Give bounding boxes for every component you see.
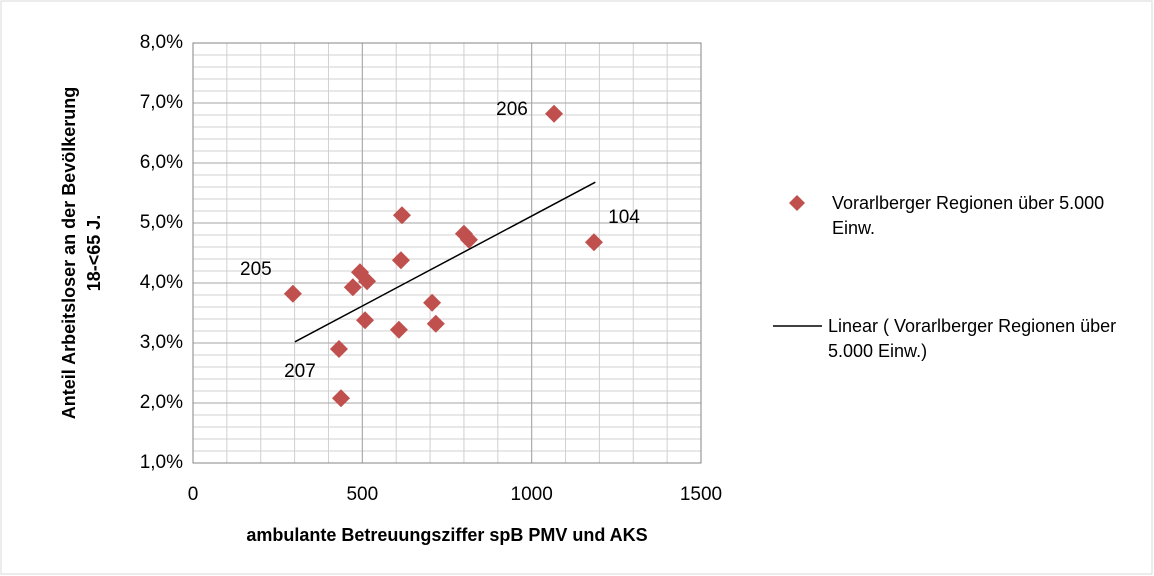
- point: [283, 284, 302, 303]
- y-tick-label: 5,0%: [140, 212, 183, 233]
- legend-label: Linear ( Vorarlberger Regionen über 5.00…: [828, 316, 1117, 361]
- y-axis-title: Anteil Arbeitsloser an der Bevölkerung: [59, 87, 79, 419]
- point: [392, 206, 411, 225]
- point: [391, 251, 410, 270]
- point: [356, 311, 375, 330]
- y-tick-label: 7,0%: [140, 92, 183, 113]
- x-tick-label: 1000: [511, 484, 553, 505]
- trendline: [294, 181, 596, 343]
- y-axis-title: 18-<65 J.: [84, 215, 104, 292]
- point: [331, 389, 350, 408]
- point: [423, 293, 442, 312]
- x-tick-label: 1500: [680, 484, 722, 505]
- point: [343, 278, 362, 297]
- point: [389, 320, 408, 339]
- legend-marker: [789, 195, 805, 211]
- x-tick-label: 500: [346, 484, 378, 505]
- point: [426, 314, 445, 333]
- point-label: 206: [496, 99, 528, 120]
- y-tick-label: 3,0%: [140, 332, 183, 353]
- y-tick-label: 8,0%: [140, 32, 183, 53]
- y-tick-label: 2,0%: [140, 392, 183, 413]
- point-label: 104: [608, 207, 640, 228]
- y-tick-label: 4,0%: [140, 272, 183, 293]
- x-axis-title: ambulante Betreuungsziffer spB PMV und A…: [246, 525, 647, 545]
- legend-label: Vorarlberger Regionen über 5.000 Einw.: [832, 193, 1105, 238]
- point-label: 207: [284, 361, 316, 382]
- point: [460, 230, 479, 249]
- y-tick-label: 6,0%: [140, 152, 183, 173]
- y-tick-label: 1,0%: [140, 452, 183, 473]
- point: [584, 233, 603, 252]
- point: [329, 340, 348, 358]
- point-label: 205: [240, 259, 272, 280]
- point: [358, 272, 377, 291]
- x-tick-label: 0: [188, 484, 199, 505]
- point: [545, 104, 564, 123]
- plot-border: [192, 42, 702, 464]
